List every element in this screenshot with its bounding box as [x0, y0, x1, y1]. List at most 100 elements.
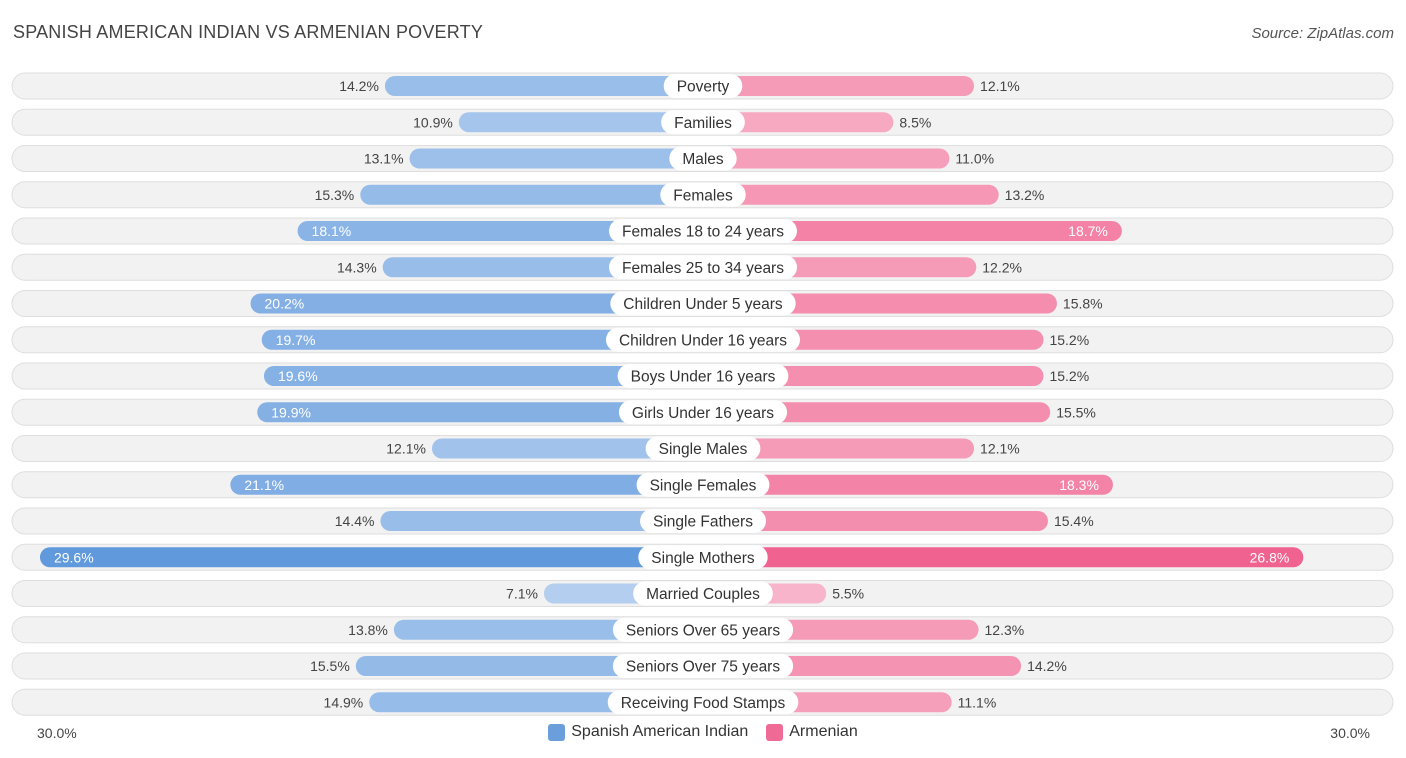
category-pill — [661, 110, 745, 135]
category-label: Females 25 to 34 years — [622, 260, 784, 277]
value-label-left: 10.9% — [413, 114, 453, 130]
category-label: Children Under 16 years — [619, 332, 787, 349]
category-label: Married Couples — [646, 586, 760, 603]
category-pill — [607, 690, 799, 715]
value-label-right: 15.8% — [1063, 296, 1103, 312]
category-pill — [609, 255, 797, 280]
value-label-right: 18.7% — [1068, 223, 1108, 239]
value-label-right: 12.3% — [985, 622, 1025, 638]
category-pill — [663, 74, 743, 98]
value-label-left: 14.3% — [337, 259, 377, 275]
category-label: Females 18 to 24 years — [622, 224, 784, 241]
value-label-left: 19.6% — [278, 368, 318, 384]
legend-item-left: Spanish American Indian — [548, 723, 748, 741]
value-label-left: 14.9% — [324, 694, 364, 710]
category-label: Poverty — [677, 79, 730, 96]
bar-spanish-american-indian — [263, 366, 703, 386]
category-pill — [605, 327, 801, 352]
bar-spanish-american-indian — [250, 293, 703, 314]
value-label-left: 15.3% — [315, 187, 355, 203]
value-label-left: 15.5% — [310, 658, 350, 674]
bar-armenian — [703, 438, 975, 459]
category-label: Males — [682, 151, 724, 168]
category-label: Single Females — [650, 477, 757, 494]
source-credit: Source: ZipAtlas.com — [1251, 25, 1394, 42]
category-pill — [669, 146, 737, 171]
value-label-right: 14.2% — [1027, 658, 1067, 674]
value-label-right: 8.5% — [899, 114, 931, 130]
bar-spanish-american-indian — [261, 329, 703, 350]
legend-swatch-left — [548, 723, 566, 741]
bar-spanish-american-indian — [431, 438, 703, 459]
category-label: Seniors Over 65 years — [626, 622, 780, 639]
category-label: Single Mothers — [651, 550, 755, 567]
legend-label-left: Spanish American Indian — [571, 723, 749, 740]
category-pill — [640, 509, 766, 533]
bar-spanish-american-indian — [360, 184, 703, 205]
category-label: Receiving Food Stamps — [621, 695, 786, 712]
chart-title: SPANISH AMERICAN INDIAN VS ARMENIAN POVE… — [13, 22, 484, 42]
legend-label-right: Armenian — [789, 723, 858, 740]
bar-armenian — [703, 221, 1122, 241]
category-pill — [636, 472, 770, 497]
value-label-left: 12.1% — [386, 441, 426, 457]
category-label: Families — [674, 115, 732, 132]
category-pill — [660, 182, 746, 207]
category-label: Children Under 5 years — [623, 296, 783, 313]
value-label-left: 19.9% — [271, 404, 311, 420]
value-label-right: 11.1% — [958, 694, 997, 710]
category-label: Boys Under 16 years — [631, 369, 776, 386]
value-label-right: 15.4% — [1054, 513, 1094, 529]
category-label: Single Males — [659, 441, 748, 458]
value-label-right: 26.8% — [1250, 549, 1290, 565]
value-label-right: 12.2% — [982, 259, 1022, 275]
value-label-left: 14.2% — [339, 78, 379, 94]
category-pill — [645, 436, 761, 461]
value-label-left: 14.4% — [335, 513, 375, 529]
bar-armenian — [703, 184, 999, 205]
bar-armenian — [703, 547, 1304, 568]
value-label-left: 19.7% — [276, 332, 316, 348]
value-label-right: 13.2% — [1005, 187, 1045, 203]
value-label-right: 12.1% — [980, 78, 1020, 94]
category-pill — [610, 291, 796, 316]
value-label-left: 7.1% — [506, 586, 538, 602]
bar-armenian — [703, 366, 1044, 386]
category-label: Females — [673, 187, 733, 204]
category-label: Seniors Over 75 years — [626, 659, 780, 676]
category-pill — [633, 581, 773, 606]
value-label-left: 18.1% — [312, 223, 352, 239]
bar-armenian — [703, 112, 894, 133]
value-label-left: 21.1% — [244, 477, 284, 493]
value-label-right: 11.0% — [955, 151, 994, 167]
bar-spanish-american-indian — [257, 402, 703, 423]
category-label: Girls Under 16 years — [632, 405, 774, 422]
bar-armenian — [703, 474, 1113, 495]
bar-spanish-american-indian — [39, 547, 703, 568]
bar-armenian — [703, 76, 975, 96]
bar-spanish-american-indian — [409, 148, 703, 169]
bar-spanish-american-indian — [230, 474, 704, 495]
bar-armenian — [703, 402, 1051, 423]
category-pill — [617, 364, 789, 388]
category-pill — [638, 545, 768, 570]
value-label-right: 15.2% — [1049, 368, 1089, 384]
category-pill — [618, 400, 788, 425]
value-label-right: 18.3% — [1059, 477, 1099, 493]
bar-armenian — [703, 148, 950, 169]
category-label: Single Fathers — [653, 514, 753, 531]
axis-left-label: 30.0% — [37, 725, 77, 741]
legend-swatch-right — [766, 723, 784, 741]
axis-right-label: 30.0% — [1330, 725, 1370, 741]
value-label-left: 20.2% — [265, 296, 305, 312]
value-label-right: 12.1% — [980, 441, 1020, 457]
legend: Spanish American Indian Armenian — [0, 723, 1406, 741]
category-pill — [609, 219, 797, 243]
value-label-left: 13.1% — [364, 151, 404, 167]
bar-spanish-american-indian — [297, 221, 703, 241]
value-label-right: 15.5% — [1056, 404, 1096, 420]
bar-armenian — [703, 511, 1048, 531]
value-label-left: 13.8% — [348, 622, 388, 638]
legend-item-right: Armenian — [766, 723, 858, 741]
